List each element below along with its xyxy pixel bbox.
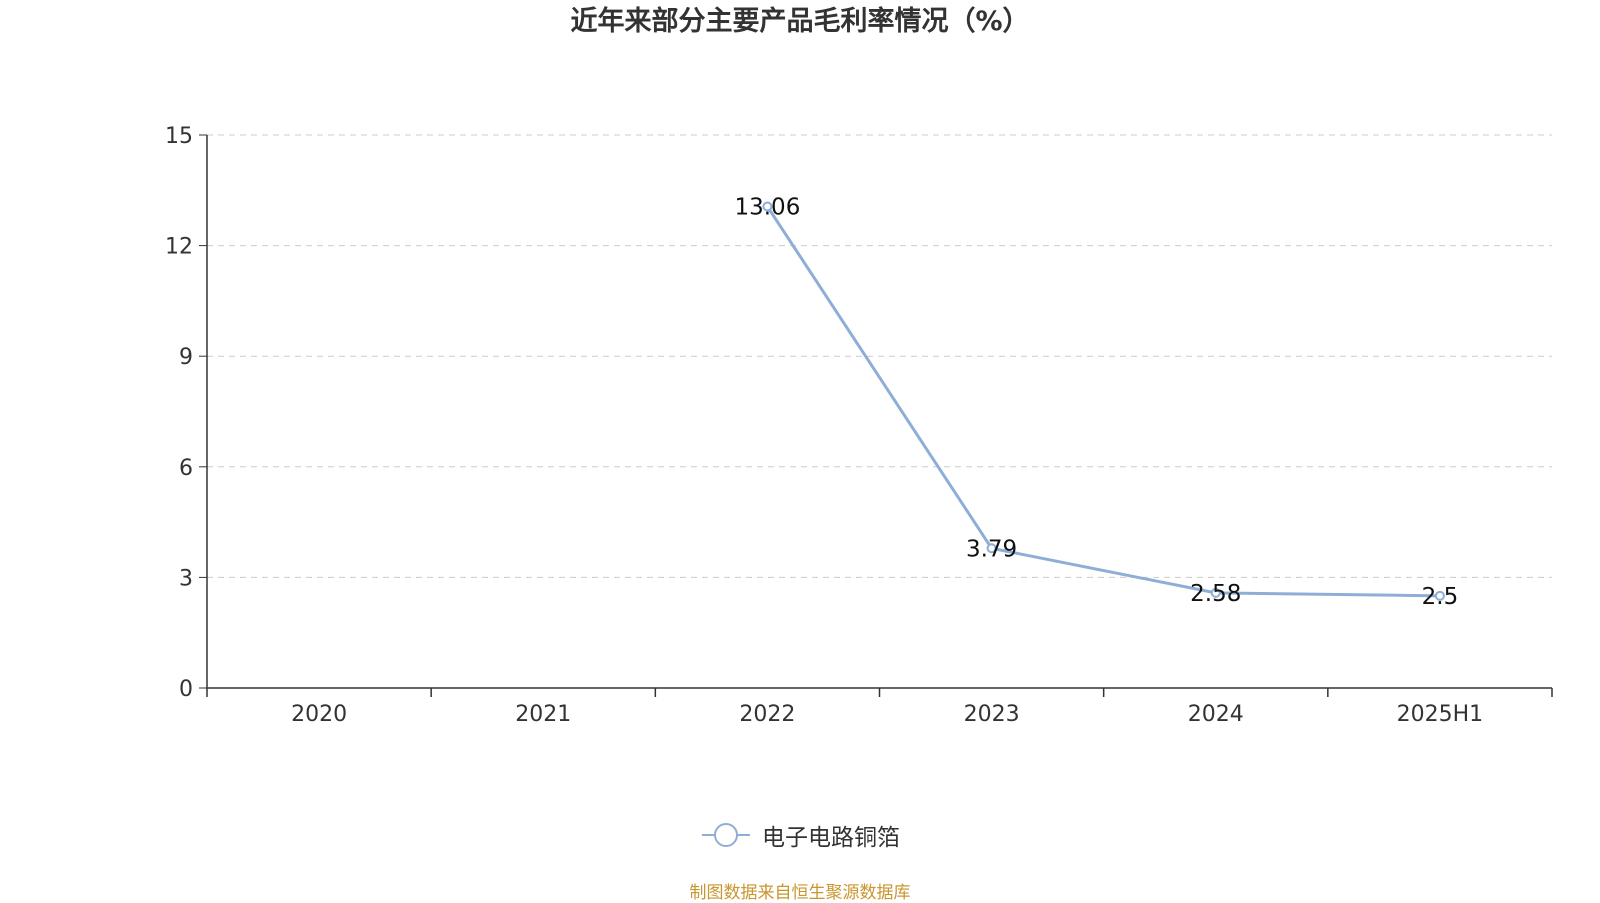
y-tick-label-4: 12: [165, 235, 193, 260]
data-point-2: [762, 201, 773, 212]
x-tick-label-5: 2025H1: [1397, 702, 1484, 727]
data-point-5: [1434, 590, 1445, 601]
y-tick-label-1: 3: [179, 566, 193, 591]
legend: 电子电路铜箔: [0, 818, 1600, 852]
data-label-5: 2.5: [1422, 584, 1459, 610]
chart-title: 近年来部分主要产品毛利率情况（%）: [570, 6, 1030, 37]
x-tick-label-4: 2024: [1188, 702, 1244, 727]
x-tick-label-1: 2021: [515, 702, 571, 727]
legend-label: 电子电路铜箔: [762, 825, 900, 851]
source-note: 制图数据来自恒生聚源数据库: [689, 883, 911, 903]
data-point-3: [986, 543, 997, 554]
legend-item[interactable]: 电子电路铜箔: [700, 818, 900, 852]
y-tick-label-2: 6: [179, 456, 193, 481]
y-tick-label-0: 0: [179, 677, 193, 702]
data-point-4: [1210, 587, 1221, 598]
axes: 0 3 6 9 12 15 2020 2021 2022 2023 2024 2025H1: [165, 124, 1553, 727]
legend-marker-icon: [702, 823, 750, 847]
grid-lines: [207, 134, 1552, 578]
y-tick-label-5: 15: [165, 124, 193, 149]
data-label-3: 3.79: [966, 536, 1017, 562]
data-label-4: 2.58: [1190, 581, 1241, 607]
x-tick-label-0: 2020: [291, 702, 347, 727]
series-layer: [762, 201, 1445, 601]
x-tick-label-3: 2023: [964, 702, 1020, 727]
y-tick-label-3: 9: [179, 345, 193, 370]
x-tick-label-2: 2022: [739, 702, 795, 727]
series-line-0: [765, 205, 1442, 598]
data-labels: 13.06 3.79 2.58 2.5: [734, 195, 1458, 610]
data-label-2: 13.06: [734, 195, 800, 221]
